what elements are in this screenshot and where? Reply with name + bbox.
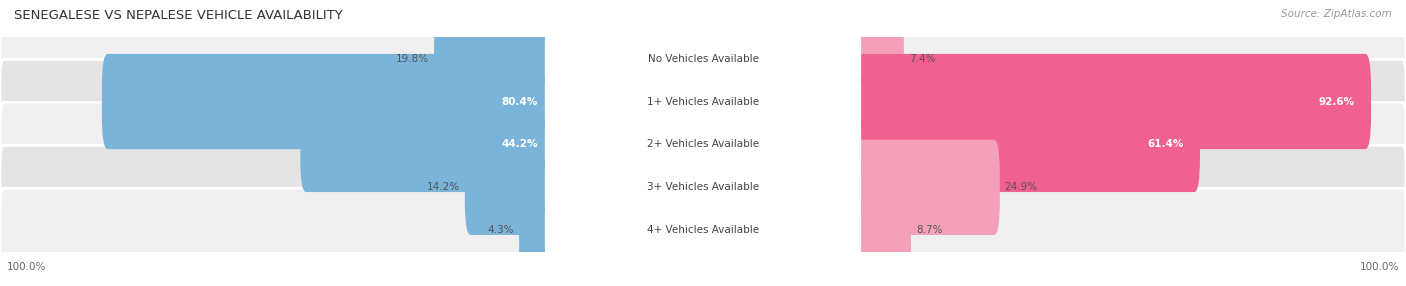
FancyBboxPatch shape [519, 182, 554, 278]
Text: 19.8%: 19.8% [396, 54, 429, 63]
FancyBboxPatch shape [852, 140, 1000, 235]
Text: 8.7%: 8.7% [915, 225, 942, 235]
FancyBboxPatch shape [0, 17, 1406, 101]
FancyBboxPatch shape [101, 54, 554, 149]
Text: 1+ Vehicles Available: 1+ Vehicles Available [647, 97, 759, 106]
FancyBboxPatch shape [852, 54, 1371, 149]
Text: 80.4%: 80.4% [502, 97, 537, 106]
FancyBboxPatch shape [546, 67, 860, 136]
FancyBboxPatch shape [852, 182, 911, 278]
FancyBboxPatch shape [546, 110, 860, 179]
Text: 7.4%: 7.4% [908, 54, 935, 63]
FancyBboxPatch shape [546, 153, 860, 222]
FancyBboxPatch shape [0, 59, 1406, 144]
Text: 14.2%: 14.2% [427, 182, 460, 192]
Text: 92.6%: 92.6% [1319, 97, 1355, 106]
Text: 61.4%: 61.4% [1147, 140, 1184, 149]
Text: No Vehicles Available: No Vehicles Available [648, 54, 758, 63]
Text: Source: ZipAtlas.com: Source: ZipAtlas.com [1281, 9, 1392, 19]
Text: 4.3%: 4.3% [488, 225, 515, 235]
FancyBboxPatch shape [0, 145, 1406, 229]
Text: SENEGALESE VS NEPALESE VEHICLE AVAILABILITY: SENEGALESE VS NEPALESE VEHICLE AVAILABIL… [14, 9, 343, 21]
FancyBboxPatch shape [852, 11, 904, 106]
FancyBboxPatch shape [0, 188, 1406, 272]
FancyBboxPatch shape [301, 97, 554, 192]
Text: 4+ Vehicles Available: 4+ Vehicles Available [647, 225, 759, 235]
Text: 44.2%: 44.2% [502, 140, 537, 149]
FancyBboxPatch shape [546, 196, 860, 265]
Text: 100.0%: 100.0% [1360, 262, 1399, 272]
Text: 3+ Vehicles Available: 3+ Vehicles Available [647, 182, 759, 192]
Text: 24.9%: 24.9% [1005, 182, 1038, 192]
FancyBboxPatch shape [465, 140, 554, 235]
FancyBboxPatch shape [0, 102, 1406, 186]
FancyBboxPatch shape [546, 24, 860, 93]
Text: 2+ Vehicles Available: 2+ Vehicles Available [647, 140, 759, 149]
Text: 100.0%: 100.0% [7, 262, 46, 272]
FancyBboxPatch shape [434, 11, 554, 106]
FancyBboxPatch shape [852, 97, 1199, 192]
